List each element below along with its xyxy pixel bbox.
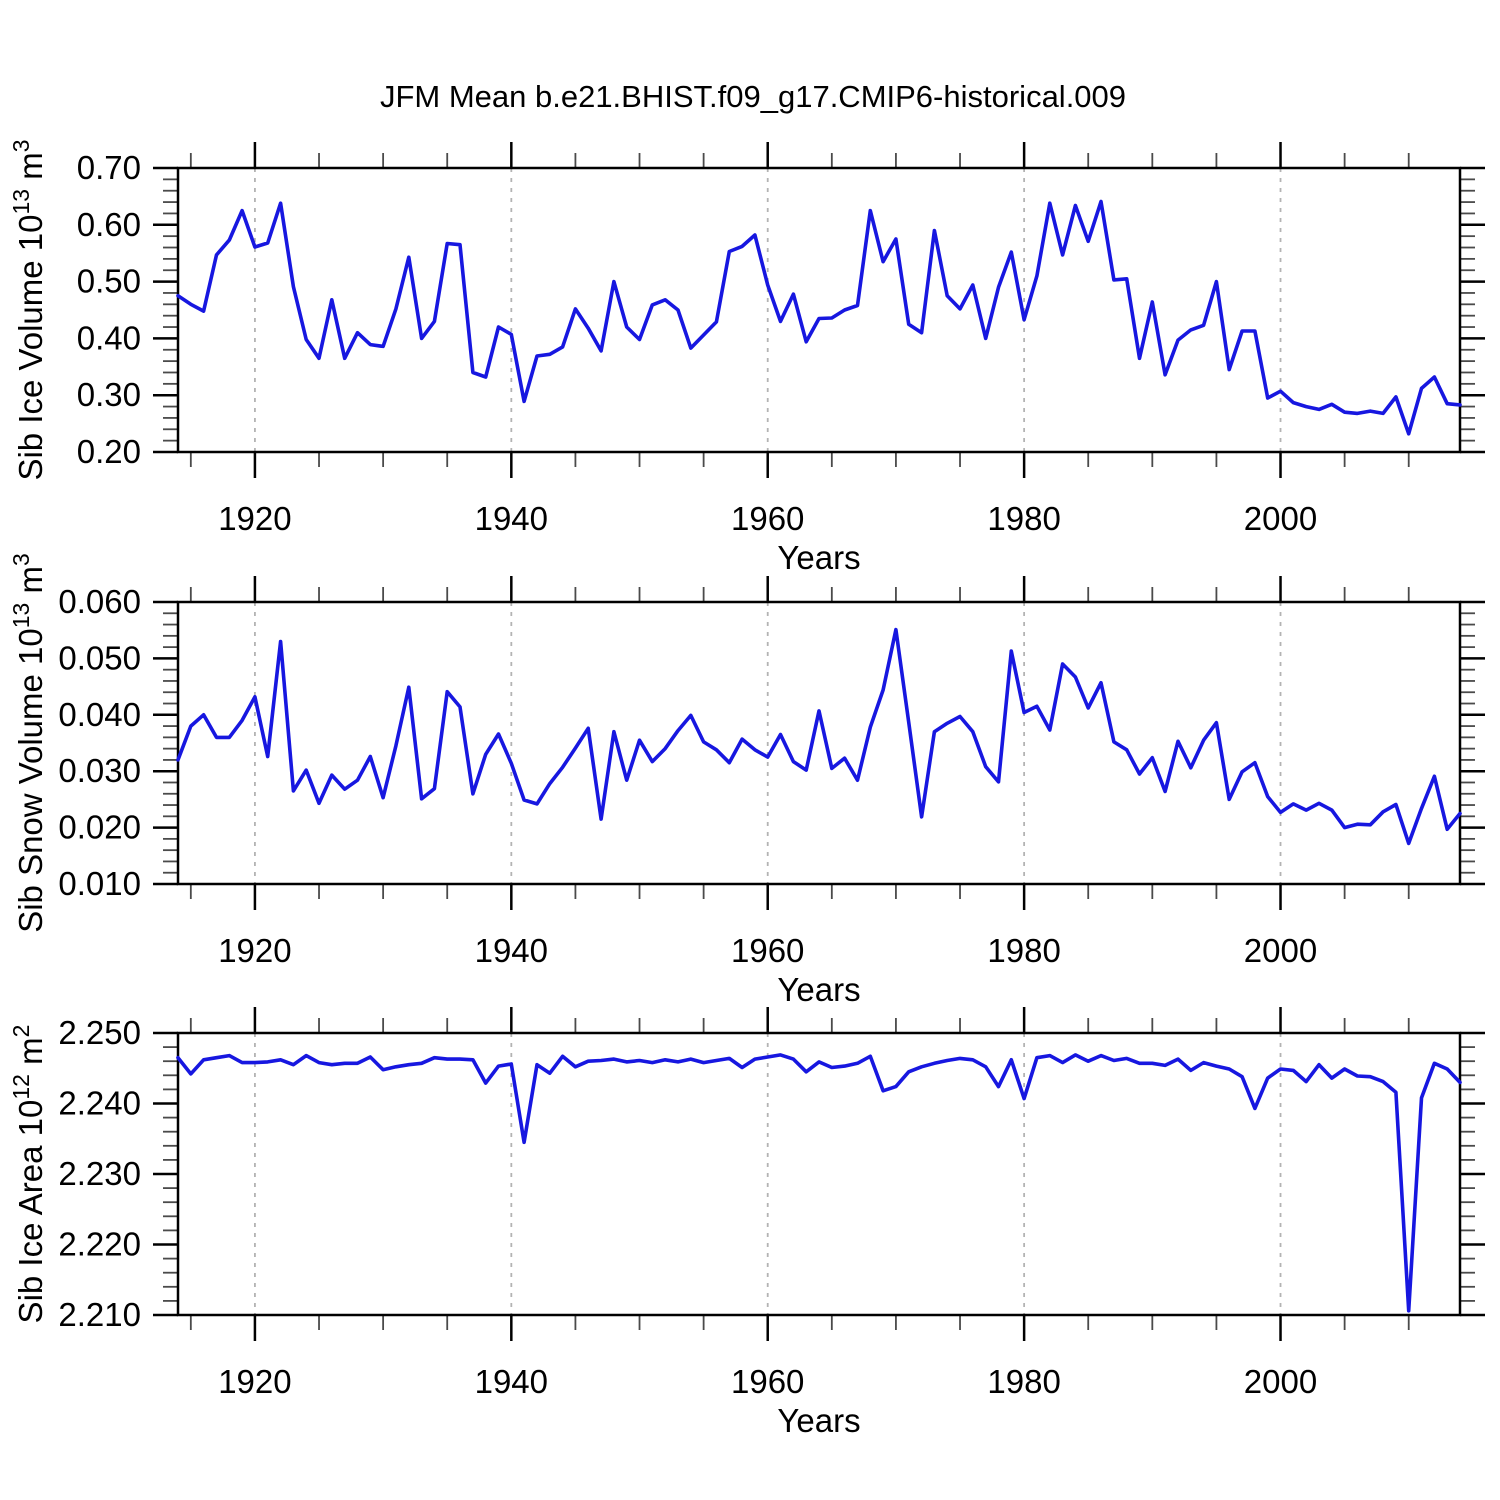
x-tick-label: 2000 [1244, 932, 1317, 969]
x-tick-label: 1920 [218, 1363, 291, 1400]
x-tick-label: 1920 [218, 500, 291, 537]
x-axis-title: Years [777, 971, 860, 1008]
y-tick-label: 0.030 [58, 752, 141, 789]
x-tick-label: 1960 [731, 1363, 804, 1400]
data-line [176, 199, 1462, 436]
x-tick-label: 1980 [987, 932, 1060, 969]
x-axis-title: Years [777, 1402, 860, 1439]
y-tick-label: 0.050 [58, 639, 141, 676]
panel-3: 2.250 2.240 2.230 2.220 2.210 1920 1940 1960 198… [8, 1007, 1485, 1439]
y-tick-label: 2.230 [58, 1155, 141, 1192]
y-tick-label: 0.020 [58, 809, 141, 846]
panel-frame [176, 1031, 1462, 1317]
x-tick-label: 1940 [475, 1363, 548, 1400]
x-tick-label: 1940 [475, 932, 548, 969]
panel-frame [176, 166, 1462, 454]
y-tick-label: 0.20 [77, 433, 141, 470]
y-tick-label: 0.50 [77, 263, 141, 300]
data-line [176, 1053, 1462, 1313]
y-tick-label: 0.30 [77, 376, 141, 413]
panel-frame [176, 600, 1462, 886]
panel-2: 0.060 0.050 0.040 0.030 0.020 0.010 1920 1940 19… [8, 553, 1485, 1008]
y-axis-title: Sib Ice Volume 1013 m3 [8, 139, 49, 480]
data-line [176, 627, 1462, 846]
y-tick-label: 2.220 [58, 1226, 141, 1263]
x-tick-label: 1980 [987, 1363, 1060, 1400]
chart-title: JFM Mean b.e21.BHIST.f09_g17.CMIP6-histo… [380, 79, 1126, 114]
y-tick-label: 0.40 [77, 319, 141, 356]
x-tick-label: 1980 [987, 500, 1060, 537]
x-tick-label: 1920 [218, 932, 291, 969]
y-tick-label: 0.70 [77, 149, 141, 186]
y-tick-label: 0.040 [58, 696, 141, 733]
x-tick-label: 2000 [1244, 1363, 1317, 1400]
y-axis-title: Sib Snow Volume 1013 m3 [8, 553, 49, 933]
x-axis-title: Years [777, 539, 860, 576]
y-axis-title: Sib Ice Area 1012 m2 [8, 1025, 49, 1324]
y-tick-label: 0.010 [58, 865, 141, 902]
panel-1: 0.70 0.60 0.50 0.40 0.30 0.20 1920 1940 1960 1980… [8, 139, 1485, 576]
x-tick-label: 1960 [731, 500, 804, 537]
x-tick-label: 1960 [731, 932, 804, 969]
y-tick-label: 0.60 [77, 206, 141, 243]
y-tick-label: 0.060 [58, 583, 141, 620]
y-tick-label: 2.210 [58, 1296, 141, 1333]
x-tick-label: 2000 [1244, 500, 1317, 537]
x-tick-label: 1940 [475, 500, 548, 537]
y-tick-label: 2.250 [58, 1014, 141, 1051]
y-tick-label: 2.240 [58, 1085, 141, 1122]
